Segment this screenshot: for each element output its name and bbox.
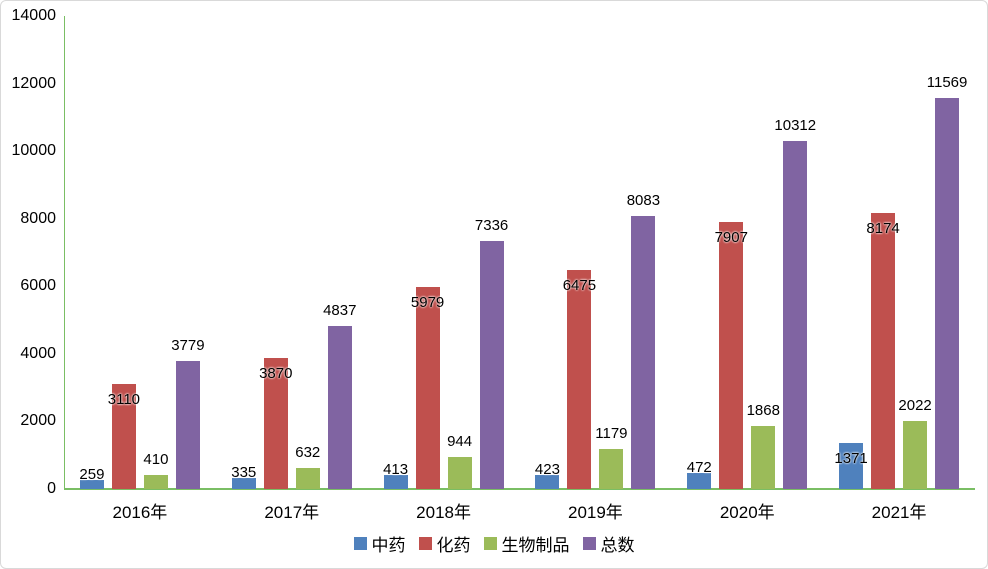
data-label: 10312 <box>774 116 817 134</box>
bar-化药-2018年 <box>415 286 440 489</box>
data-label: 1371 <box>834 449 868 467</box>
data-label: 3110 <box>107 390 141 408</box>
legend: 中药 化药 生物制品 总数 <box>1 531 987 556</box>
bar-化药-2019年 <box>567 270 592 489</box>
bar-生物制品-2016年 <box>143 475 168 489</box>
legend-label: 中药 <box>371 536 406 555</box>
data-label: 8083 <box>626 191 661 209</box>
x-category-label: 2021年 <box>871 503 927 522</box>
data-label: 1179 <box>595 425 628 443</box>
data-label: 1868 <box>746 401 780 419</box>
legend-swatch-icon <box>353 537 367 550</box>
legend-swatch-icon <box>418 537 432 550</box>
data-label: 423 <box>534 460 560 478</box>
x-category-label: 2016年 <box>112 503 168 522</box>
data-label: 944 <box>447 433 473 451</box>
x-category-label: 2020年 <box>719 503 775 522</box>
legend-swatch-icon <box>483 537 497 550</box>
data-label: 7907 <box>714 228 748 246</box>
x-category-label: 2018年 <box>416 503 471 522</box>
bar-总数-2019年 <box>631 215 656 489</box>
bar-生物制品-2017年 <box>295 467 320 489</box>
bar-生物制品-2018年 <box>447 457 472 489</box>
legend-item-生物制品: 生物制品 <box>483 531 570 556</box>
legend-swatch-icon <box>582 537 596 550</box>
y-tick-label: 4000 <box>20 344 56 362</box>
y-tick-label: 10000 <box>11 142 57 160</box>
bar-生物制品-2021年 <box>903 420 928 489</box>
y-tick-label: 0 <box>47 480 56 497</box>
y-tick-label: 6000 <box>20 277 56 295</box>
bar-中药-2019年 <box>535 474 560 489</box>
data-label: 4837 <box>323 301 357 319</box>
data-label: 410 <box>143 451 169 469</box>
bar-总数-2020年 <box>783 140 808 489</box>
y-tick-label: 12000 <box>11 74 57 92</box>
data-label: 5979 <box>410 293 445 311</box>
y-tick-label: 8000 <box>20 209 56 227</box>
legend-item-化药: 化药 <box>418 531 471 556</box>
x-category-label: 2019年 <box>567 503 623 522</box>
data-label: 3779 <box>171 337 205 355</box>
bar-中药-2017年 <box>231 477 256 489</box>
bar-总数-2018年 <box>479 241 504 489</box>
bar-生物制品-2020年 <box>751 425 776 489</box>
y-axis-line <box>64 16 65 489</box>
bar-总数-2017年 <box>327 325 352 489</box>
data-label: 413 <box>383 461 409 479</box>
bar-化药-2016年 <box>111 383 136 489</box>
bar-中药-2020年 <box>687 473 712 489</box>
bar-中药-2021年 <box>839 442 864 489</box>
data-label: 472 <box>686 459 712 477</box>
bar-生物制品-2019年 <box>599 449 624 489</box>
bar-化药-2021年 <box>871 212 896 489</box>
x-category-label: 2017年 <box>264 503 320 522</box>
legend-item-总数: 总数 <box>582 531 635 556</box>
x-axis-line <box>64 488 975 490</box>
legend-label: 总数 <box>600 536 635 555</box>
bar-化药-2017年 <box>263 358 288 489</box>
data-label: 2022 <box>898 396 932 414</box>
y-tick-label: 2000 <box>20 412 56 430</box>
data-label: 335 <box>231 463 257 481</box>
bar-化药-2020年 <box>719 221 744 489</box>
data-label: 3870 <box>259 365 293 383</box>
bar-总数-2021年 <box>935 98 960 489</box>
data-label: 7336 <box>474 217 509 235</box>
y-tick-label: 14000 <box>11 7 57 24</box>
legend-label: 化药 <box>436 536 471 555</box>
legend-item-中药: 中药 <box>353 531 406 556</box>
data-label: 11569 <box>926 74 968 92</box>
data-label: 632 <box>295 443 321 461</box>
bar-中药-2018年 <box>383 475 408 489</box>
data-label: 8174 <box>866 219 900 237</box>
bar-总数-2016年 <box>175 361 200 489</box>
data-label: 259 <box>79 466 105 484</box>
legend-label: 生物制品 <box>501 536 570 555</box>
bar-中药-2016年 <box>79 480 104 489</box>
data-label: 6475 <box>562 277 597 295</box>
